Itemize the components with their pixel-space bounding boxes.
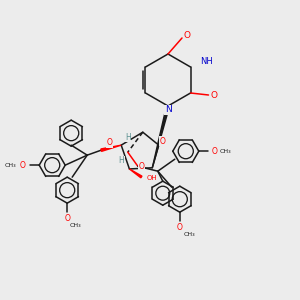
Text: O: O (64, 214, 70, 223)
Text: O: O (210, 91, 217, 100)
Text: OH: OH (146, 175, 157, 181)
Text: CH₃: CH₃ (220, 149, 232, 154)
Text: CH₃: CH₃ (4, 163, 16, 168)
Text: CH₃: CH₃ (69, 223, 81, 228)
Polygon shape (152, 106, 170, 168)
Text: O: O (19, 161, 25, 170)
Text: NH: NH (200, 58, 213, 67)
Text: O: O (177, 223, 183, 232)
Polygon shape (129, 169, 142, 178)
Text: O: O (212, 147, 218, 156)
Text: O: O (160, 137, 166, 146)
Text: O: O (139, 162, 145, 171)
Text: O: O (184, 31, 190, 40)
Text: CH₃: CH₃ (184, 232, 196, 237)
Polygon shape (101, 145, 121, 152)
Text: O: O (106, 138, 112, 147)
Text: N: N (165, 106, 171, 115)
Text: H: H (125, 133, 131, 142)
Text: H: H (118, 157, 124, 166)
